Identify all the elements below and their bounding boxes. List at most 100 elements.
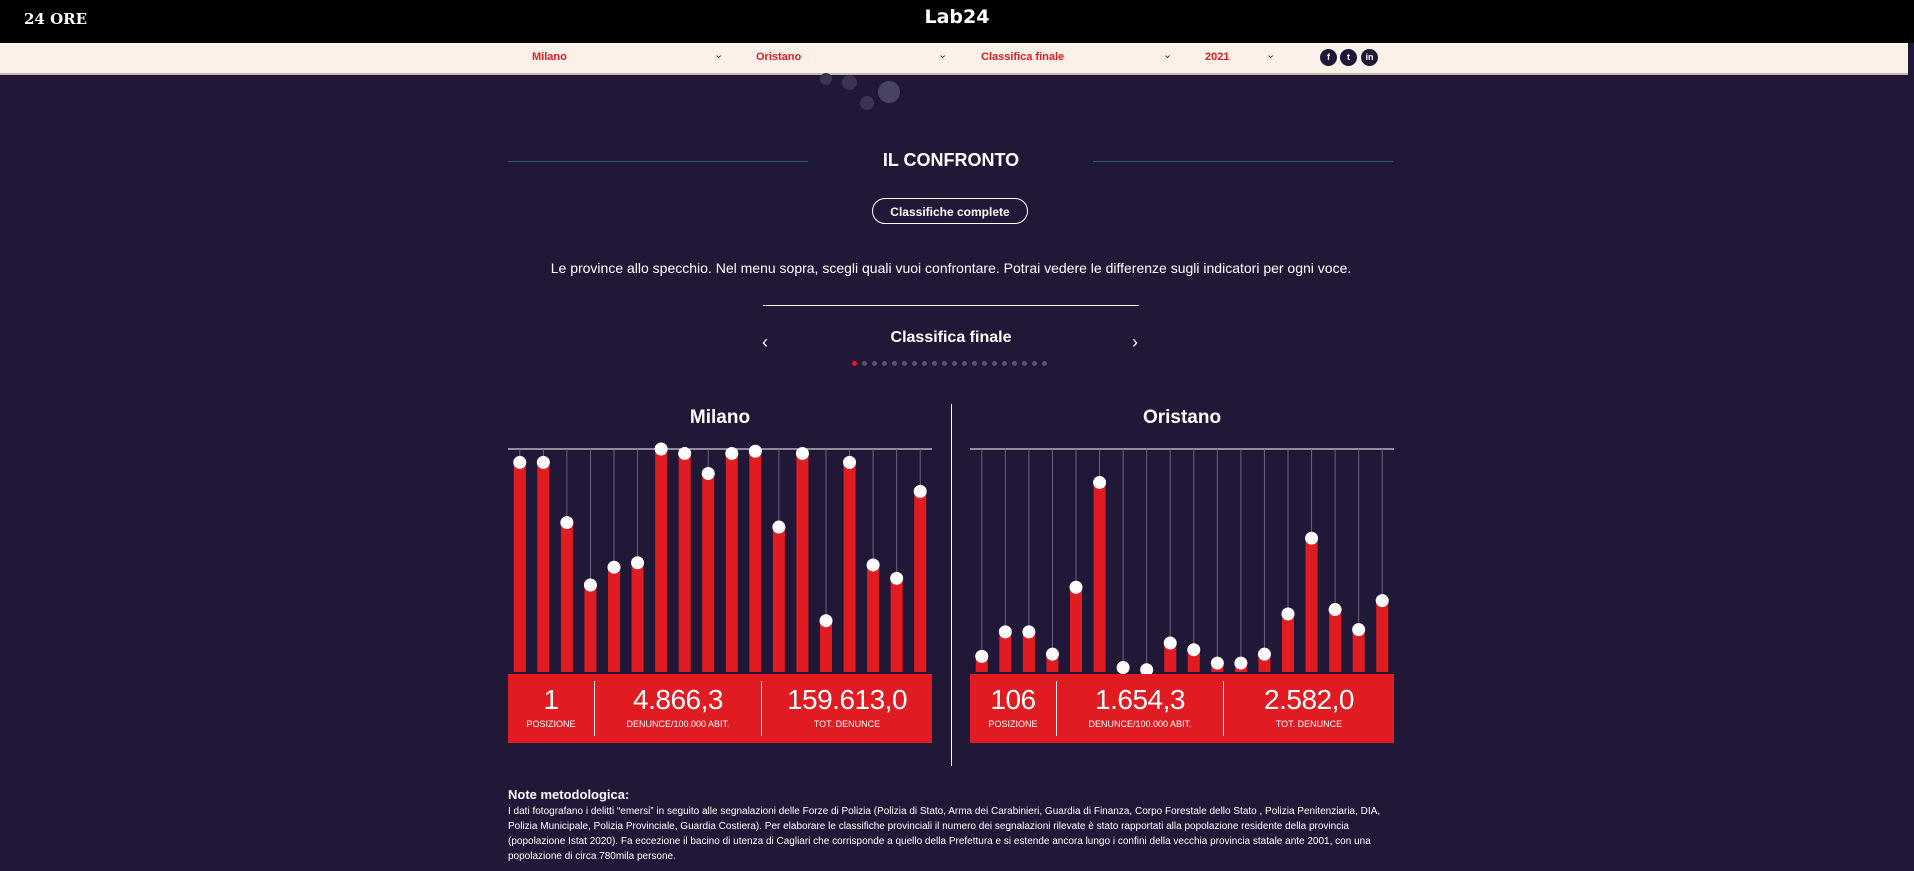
chart-point — [1022, 625, 1036, 639]
chevron-down-icon[interactable]: ⌄ — [1266, 49, 1276, 61]
notes-body: I dati fotografano i delitti “emersi” in… — [508, 806, 1381, 862]
pagination-dot[interactable] — [882, 361, 887, 366]
chart-point — [975, 649, 989, 663]
stat-value: 1.654,3 — [1095, 684, 1185, 715]
twitter-icon[interactable]: t — [1340, 49, 1357, 66]
pagination-dot[interactable] — [962, 361, 967, 366]
chart-bar — [678, 453, 691, 672]
chart-point — [1069, 580, 1083, 594]
chart-point — [1163, 636, 1177, 650]
chevron-down-icon[interactable]: ⌄ — [938, 49, 948, 61]
linkedin-icon[interactable]: in — [1361, 49, 1378, 66]
chart-point — [1234, 656, 1248, 670]
pagination-dot[interactable] — [852, 361, 857, 366]
pagination-dot[interactable] — [972, 361, 977, 366]
chart-bar — [843, 462, 856, 672]
chart-point — [748, 444, 762, 458]
chevron-down-icon[interactable]: ⌄ — [714, 49, 724, 61]
chart-bar — [867, 564, 880, 672]
panel-title-b: Oristano — [1142, 407, 1222, 428]
stat-separator — [761, 681, 762, 736]
stat-value: 2.582,0 — [1264, 684, 1354, 715]
year-select[interactable]: 2021 — [1205, 51, 1230, 63]
chart-bar — [655, 449, 668, 672]
pagination-dot[interactable] — [952, 361, 957, 366]
chart-point — [654, 442, 668, 456]
chart-bar — [1305, 538, 1318, 672]
stat-position: 1 POSIZIONE — [508, 674, 594, 743]
pagination-dot[interactable] — [862, 361, 867, 366]
chart-bar — [1329, 609, 1342, 672]
pagination-dot[interactable] — [1032, 361, 1037, 366]
chart-point — [1257, 647, 1271, 661]
stat-position: 106 POSIZIONE — [970, 674, 1056, 743]
top-bar: 24 ORE Lab24 — [0, 0, 1914, 43]
stat-separator — [1223, 681, 1224, 736]
section-title: IL CONFRONTO — [882, 150, 1020, 170]
next-arrow-icon[interactable]: › — [1132, 332, 1138, 352]
pagination-dot[interactable] — [992, 361, 997, 366]
stat-value: 159.613,0 — [786, 684, 908, 715]
panel-separator — [951, 404, 952, 766]
title-rule-right — [1093, 161, 1393, 162]
chart-point — [607, 560, 621, 574]
chart-bar — [631, 562, 644, 672]
chart-bar — [796, 453, 809, 672]
chart-bar — [1070, 587, 1082, 672]
title-rule-left — [508, 161, 808, 162]
province-a-select[interactable]: Milano — [532, 51, 567, 63]
chart-bar — [560, 522, 573, 672]
pagination-dot[interactable] — [1012, 361, 1017, 366]
chart-bar — [1352, 629, 1365, 672]
pagination-dot[interactable] — [922, 361, 927, 366]
chart-point — [1210, 656, 1224, 670]
indicator-select[interactable]: Classifica finale — [981, 51, 1065, 63]
stat-total: 2.582,0 TOT. DENUNCE — [1224, 674, 1394, 743]
stats-panel-b: 106 POSIZIONE 1.654,3 DENUNCE/100.000 AB… — [970, 674, 1394, 743]
stat-value: 1 — [543, 684, 559, 715]
chart-point — [1093, 475, 1107, 489]
prev-arrow-icon[interactable]: ‹ — [762, 332, 768, 352]
panel-title-a: Milano — [689, 407, 751, 428]
facebook-icon[interactable]: f — [1320, 49, 1337, 66]
pagination-dot[interactable] — [902, 361, 907, 366]
pagination-dot[interactable] — [942, 361, 947, 366]
stat-value: 4.866,3 — [633, 684, 723, 715]
divider — [763, 305, 1139, 306]
chart-bar — [1022, 631, 1035, 672]
chart-point — [513, 455, 527, 469]
lab24-logo[interactable]: Lab24 — [924, 6, 990, 28]
chart-bar — [513, 462, 526, 672]
pagination-dot[interactable] — [932, 361, 937, 366]
province-b-select[interactable]: Oristano — [756, 51, 802, 63]
full-rankings-button[interactable]: Classifiche complete — [872, 198, 1028, 224]
decorative-bubble — [878, 81, 900, 103]
stat-total: 159.613,0 TOT. DENUNCE — [762, 674, 932, 743]
chart-bar — [1164, 643, 1177, 672]
chart-point — [1375, 594, 1389, 608]
sole24ore-logo[interactable]: 24 ORE — [24, 10, 88, 28]
pagination-dot[interactable] — [1022, 361, 1027, 366]
stat-label: TOT. DENUNCE — [813, 719, 881, 729]
pagination-dot[interactable] — [872, 361, 877, 366]
pagination-dot[interactable] — [1042, 361, 1047, 366]
chart-bar — [1282, 614, 1294, 672]
pagination-dot[interactable] — [1002, 361, 1007, 366]
pagination-dot[interactable] — [892, 361, 897, 366]
stat-label: TOT. DENUNCE — [1275, 719, 1343, 729]
chart-point — [1116, 661, 1130, 675]
chart-point — [725, 446, 739, 460]
pagination-dot[interactable] — [912, 361, 917, 366]
chart-bar — [890, 578, 903, 672]
pagination-dot[interactable] — [982, 361, 987, 366]
chart-point — [795, 446, 809, 460]
chart-point — [772, 520, 786, 534]
chart-bar — [537, 462, 550, 672]
chart-point — [1305, 531, 1319, 545]
chart-point — [1281, 607, 1295, 621]
chevron-down-icon[interactable]: ⌄ — [1163, 49, 1173, 61]
chart-bar — [702, 473, 715, 672]
chart-point — [843, 455, 857, 469]
decorative-bubble — [842, 75, 857, 90]
intro-text: Le province allo specchio. Nel menu sopr… — [550, 260, 1352, 276]
